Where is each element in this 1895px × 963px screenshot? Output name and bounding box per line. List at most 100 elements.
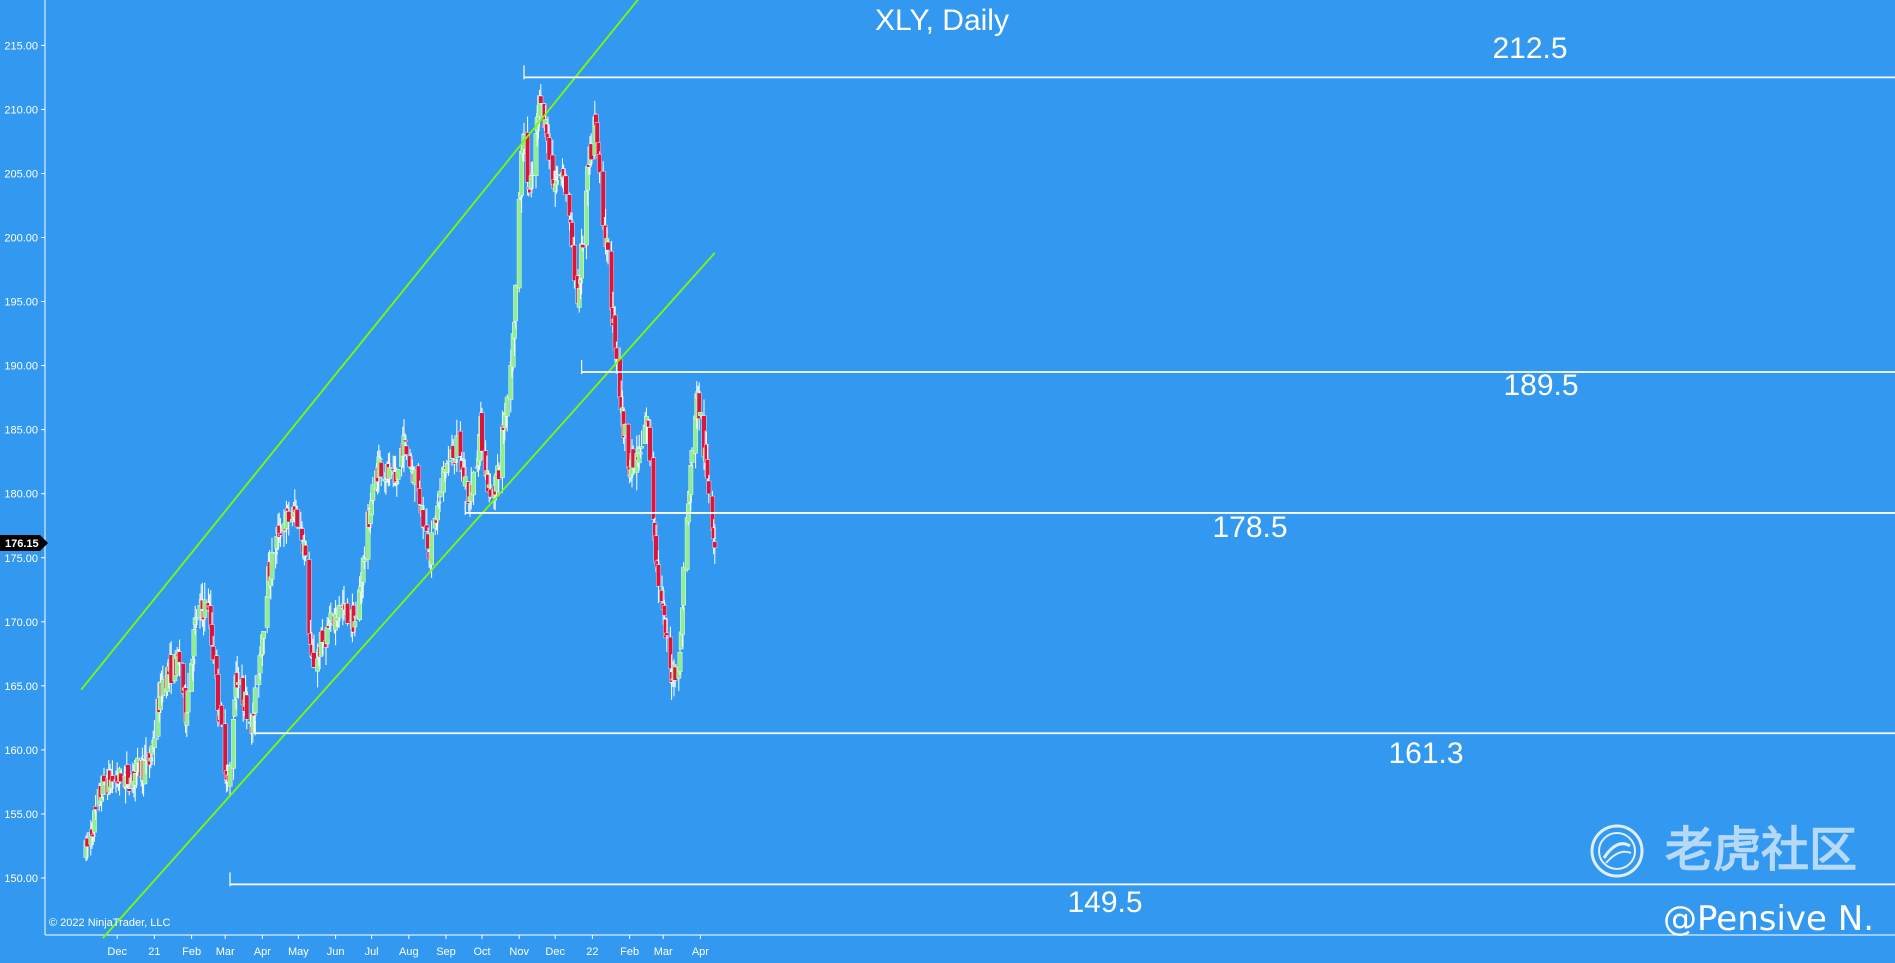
x-tick-label: 22 <box>586 946 598 958</box>
candle-down <box>662 605 667 616</box>
x-tick-label: Dec <box>107 946 127 958</box>
candle-up <box>227 765 233 787</box>
candle-up <box>256 674 262 685</box>
candle-up <box>471 471 476 496</box>
candle-up <box>362 558 367 562</box>
candle-up <box>369 500 374 516</box>
candle-down <box>659 590 665 602</box>
candle-up <box>190 658 196 665</box>
level-label: 149.5 <box>1067 886 1142 919</box>
candle-down <box>479 412 485 452</box>
candle-up <box>359 583 365 586</box>
candle-up <box>636 448 642 464</box>
level-label: 212.5 <box>1492 32 1567 65</box>
candle-up <box>395 468 401 480</box>
candle-up <box>394 481 400 484</box>
candle-up <box>486 484 492 488</box>
x-tick-label: May <box>288 946 309 958</box>
candle-down <box>210 646 216 660</box>
candle-up <box>327 623 332 626</box>
candle-down <box>647 427 653 462</box>
candle-up <box>257 655 263 674</box>
candle-up <box>192 617 198 625</box>
candle-down <box>656 564 661 587</box>
x-tick-label: Jul <box>365 946 379 958</box>
candle-down <box>420 509 426 528</box>
candles <box>83 84 718 862</box>
candle-up <box>639 446 645 449</box>
x-tick-label: Feb <box>620 946 639 958</box>
candle-down <box>527 189 533 194</box>
candle-up <box>576 287 582 308</box>
candle-up <box>184 712 190 726</box>
candle-down <box>278 533 283 536</box>
y-tick-label: 205.00 <box>4 168 38 180</box>
candle-up <box>513 284 519 322</box>
candle-down <box>234 672 240 689</box>
candle-down <box>177 651 182 663</box>
candle-down <box>219 705 224 726</box>
candle-down <box>109 775 115 782</box>
candle-down <box>378 462 384 478</box>
candle-down <box>706 480 712 495</box>
candle-down <box>351 605 356 633</box>
candle-up <box>377 458 383 461</box>
last-price-tag: 176.15 <box>0 535 48 552</box>
candle-up <box>681 566 687 606</box>
x-tick-label: Dec <box>545 946 565 958</box>
candle-up <box>437 490 443 498</box>
candle-up <box>151 737 157 748</box>
candle-down <box>251 713 257 716</box>
candle-down <box>215 674 221 711</box>
candle-down <box>705 459 711 480</box>
candle-down <box>303 545 308 556</box>
candle-up <box>231 719 236 769</box>
candle-down <box>525 132 531 183</box>
y-tick-label: 185.00 <box>4 425 38 437</box>
candle-down <box>663 619 669 639</box>
candle-down <box>402 439 408 442</box>
y-tick-label: 190.00 <box>4 361 38 373</box>
candle-down <box>653 535 659 563</box>
candle-down <box>572 244 577 281</box>
watermark: 老虎社区 <box>1590 822 1857 878</box>
candle-up <box>91 810 97 833</box>
x-tick-label: Apr <box>692 946 709 958</box>
y-tick-label: 160.00 <box>4 745 38 757</box>
candle-up <box>387 467 392 479</box>
candle-up <box>554 179 559 186</box>
candle-down <box>286 511 292 523</box>
x-tick-label: 21 <box>148 946 160 958</box>
candle-up <box>578 279 583 284</box>
candle-up <box>185 690 191 713</box>
candle-down <box>458 430 463 457</box>
candle-up <box>324 627 330 645</box>
candle-up <box>680 607 685 635</box>
candle-up <box>453 459 458 463</box>
candle-up <box>528 175 534 189</box>
candle-up <box>677 652 683 672</box>
candle-up <box>429 532 434 566</box>
y-tick-label: 180.00 <box>4 489 38 501</box>
candle-up <box>235 682 241 685</box>
candle-up <box>273 552 278 555</box>
chart-title: XLY, Daily <box>875 4 1009 37</box>
level-label: 189.5 <box>1503 369 1578 402</box>
candle-down <box>646 420 652 428</box>
candle-down <box>90 833 96 837</box>
last-price-label: 176.15 <box>5 538 39 550</box>
candle-up <box>132 773 138 786</box>
candle-down <box>711 527 717 539</box>
y-tick-label: 195.00 <box>4 297 38 309</box>
candle-up <box>232 699 238 717</box>
candle-up <box>512 321 517 339</box>
axes: 150.00 155.00 160.00 165.00 170.00 175.00 180.… <box>4 0 1895 958</box>
candle-up <box>446 460 451 463</box>
candle-up <box>584 190 589 246</box>
candle-down <box>546 137 552 161</box>
candle-down <box>125 764 131 785</box>
x-tick-label: Feb <box>182 946 201 958</box>
candle-down <box>614 347 619 360</box>
trend-line-lower <box>102 252 716 939</box>
